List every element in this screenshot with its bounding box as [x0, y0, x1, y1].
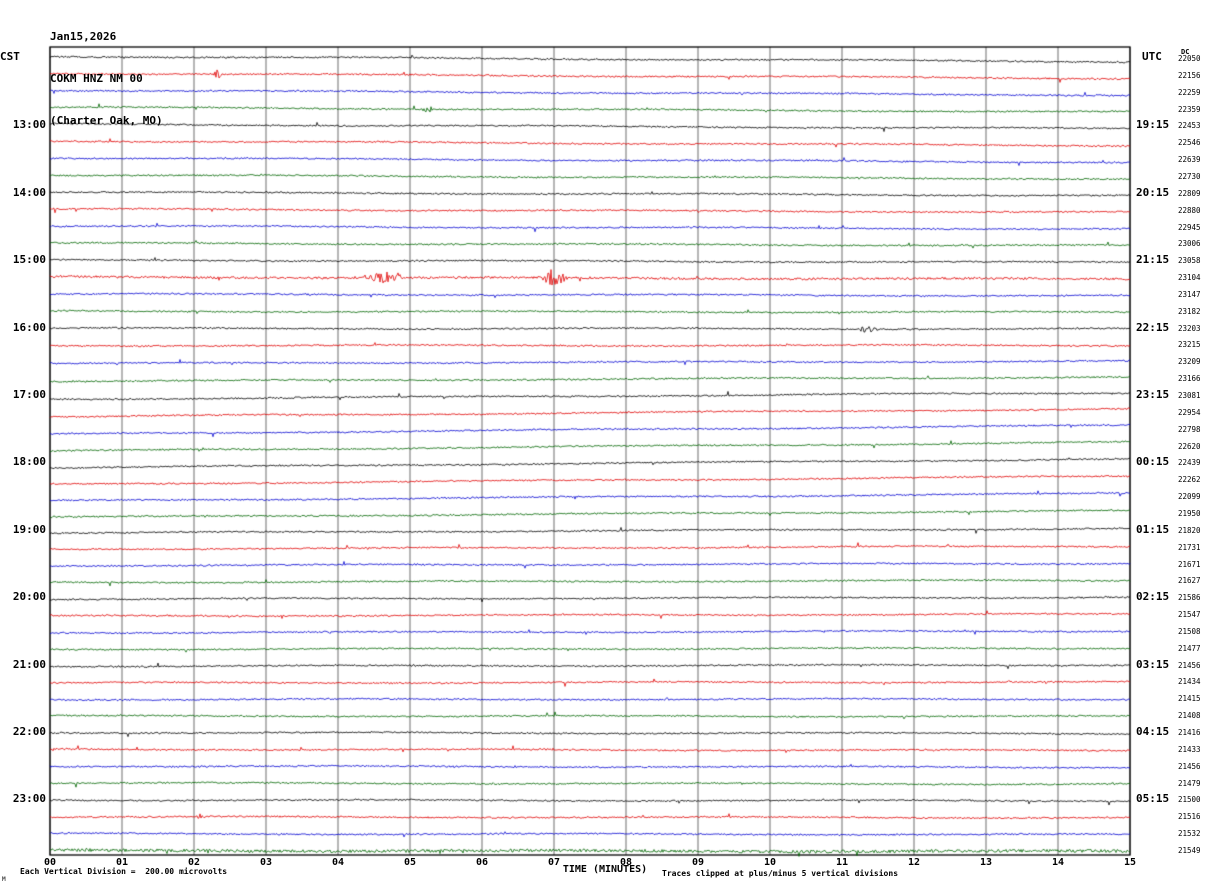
dc-value: 23104 — [1178, 273, 1201, 283]
cst-hour-label: 21:00 — [12, 657, 46, 671]
utc-hour-label: 23:15 — [1136, 388, 1170, 401]
utc-hour-label: 05:15 — [1136, 792, 1170, 806]
dc-value: 22439 — [1178, 458, 1201, 468]
utc-hour-label: 03:15 — [1136, 657, 1170, 671]
dc-value: 22954 — [1178, 407, 1201, 417]
dc-value: 21434 — [1178, 677, 1201, 687]
dc-value: 22546 — [1178, 138, 1201, 148]
dc-value: 21549 — [1178, 845, 1201, 855]
dc-value: 21950 — [1178, 508, 1201, 518]
dc-value: 22945 — [1178, 222, 1201, 232]
plot-header: Jan15,2026 COKM HNZ NM 00 (Charter Oak, … — [50, 2, 163, 142]
dc-value: 22880 — [1178, 205, 1201, 215]
dc-column-label: DC — [1181, 48, 1190, 56]
dc-value: 21456 — [1178, 761, 1201, 771]
x-tick-label: 00 — [43, 857, 57, 868]
x-tick-label: 09 — [691, 857, 705, 868]
x-tick-label: 08 — [619, 857, 633, 868]
utc-hour-label: 21:15 — [1136, 253, 1170, 267]
dc-value: 21408 — [1178, 711, 1201, 721]
dc-value: 23006 — [1178, 239, 1201, 249]
x-tick-label: 06 — [475, 857, 489, 868]
dc-value: 22359 — [1178, 104, 1201, 114]
x-tick-label: 12 — [907, 857, 921, 868]
dc-value: 22262 — [1178, 475, 1201, 485]
dc-value: 21416 — [1178, 728, 1201, 737]
dc-value: 21671 — [1178, 559, 1201, 569]
cst-hour-label: 14:00 — [12, 185, 46, 199]
dc-value: 22730 — [1178, 171, 1201, 181]
x-tick-label: 05 — [403, 857, 417, 868]
dc-value: 21820 — [1178, 525, 1201, 535]
dc-value: 22453 — [1178, 121, 1201, 131]
dc-value: 21433 — [1178, 744, 1201, 754]
utc-hour-label: 20:15 — [1136, 185, 1170, 199]
dc-value: 21627 — [1178, 576, 1201, 586]
cst-hour-label: 23:00 — [12, 792, 46, 806]
dc-value: 23166 — [1178, 374, 1201, 384]
dc-value: 21477 — [1178, 643, 1201, 653]
right-timezone-label: UTC — [1142, 50, 1162, 63]
cst-hour-label: 22:00 — [12, 725, 46, 738]
left-timezone-label: CST — [0, 50, 20, 63]
cst-hour-label: 19:00 — [12, 522, 46, 536]
dc-value: 21731 — [1178, 542, 1201, 552]
dc-value: 22639 — [1178, 155, 1201, 165]
header-station: COKM HNZ NM 00 — [50, 72, 143, 85]
dc-value: 21547 — [1178, 610, 1201, 620]
x-tick-label: 14 — [1051, 857, 1065, 868]
dc-value: 21479 — [1178, 778, 1201, 788]
cst-hour-label: 15:00 — [12, 253, 46, 267]
cst-hour-label: 16:00 — [12, 320, 46, 334]
dc-value: 22156 — [1178, 70, 1201, 80]
x-tick-label: 07 — [547, 857, 561, 868]
cst-hour-label: 18:00 — [12, 455, 46, 469]
cst-hour-label: 13:00 — [12, 118, 46, 132]
x-tick-label: 10 — [763, 857, 777, 868]
dc-value: 23081 — [1178, 391, 1201, 400]
cst-hour-label: 20:00 — [12, 590, 46, 604]
utc-hour-label: 22:15 — [1136, 320, 1170, 334]
dc-value: 21500 — [1178, 795, 1201, 805]
header-location: (Charter Oak, MO) — [50, 114, 163, 127]
dc-value: 22809 — [1178, 188, 1201, 198]
x-tick-label: 11 — [835, 857, 849, 868]
x-tick-label: 03 — [259, 857, 273, 868]
dc-value: 21532 — [1178, 829, 1201, 839]
x-tick-label: 15 — [1123, 857, 1137, 868]
dc-value: 23203 — [1178, 323, 1201, 333]
utc-hour-label: 01:15 — [1136, 522, 1170, 536]
dc-value: 22798 — [1178, 424, 1201, 434]
dc-value: 23209 — [1178, 357, 1201, 367]
dc-value: 21456 — [1178, 660, 1201, 670]
dc-value: 21586 — [1178, 593, 1201, 603]
utc-hour-label: 19:15 — [1136, 118, 1170, 132]
dc-value: 21508 — [1178, 626, 1201, 636]
x-tick-label: 01 — [115, 857, 129, 868]
dc-value: 22620 — [1178, 441, 1201, 451]
cst-hour-label: 17:00 — [12, 388, 46, 401]
utc-hour-label: 00:15 — [1136, 455, 1170, 469]
dc-value: 21415 — [1178, 694, 1201, 704]
dc-value: 22259 — [1178, 87, 1201, 97]
dc-value: 23147 — [1178, 289, 1201, 299]
utc-hour-label: 02:15 — [1136, 590, 1170, 604]
x-axis-label: TIME (MINUTES) — [562, 864, 648, 875]
utc-hour-label: 04:15 — [1136, 725, 1170, 738]
clip-note: Traces clipped at plus/minus 5 vertical … — [662, 869, 899, 878]
header-date: Jan15,2026 — [50, 30, 117, 43]
x-tick-label: 13 — [979, 857, 993, 868]
dc-value: 22099 — [1178, 492, 1201, 502]
dc-value: 23058 — [1178, 256, 1201, 266]
dc-value: 23182 — [1178, 306, 1201, 316]
watermark-glyph: M — [2, 876, 6, 883]
dc-value: 23215 — [1178, 340, 1201, 350]
x-tick-label: 04 — [331, 857, 345, 868]
x-tick-label: 02 — [187, 857, 201, 868]
dc-value: 22050 — [1178, 54, 1201, 63]
dc-value: 21516 — [1178, 812, 1201, 822]
scale-note: Each Vertical Division = 200.00 microvol… — [20, 867, 228, 876]
